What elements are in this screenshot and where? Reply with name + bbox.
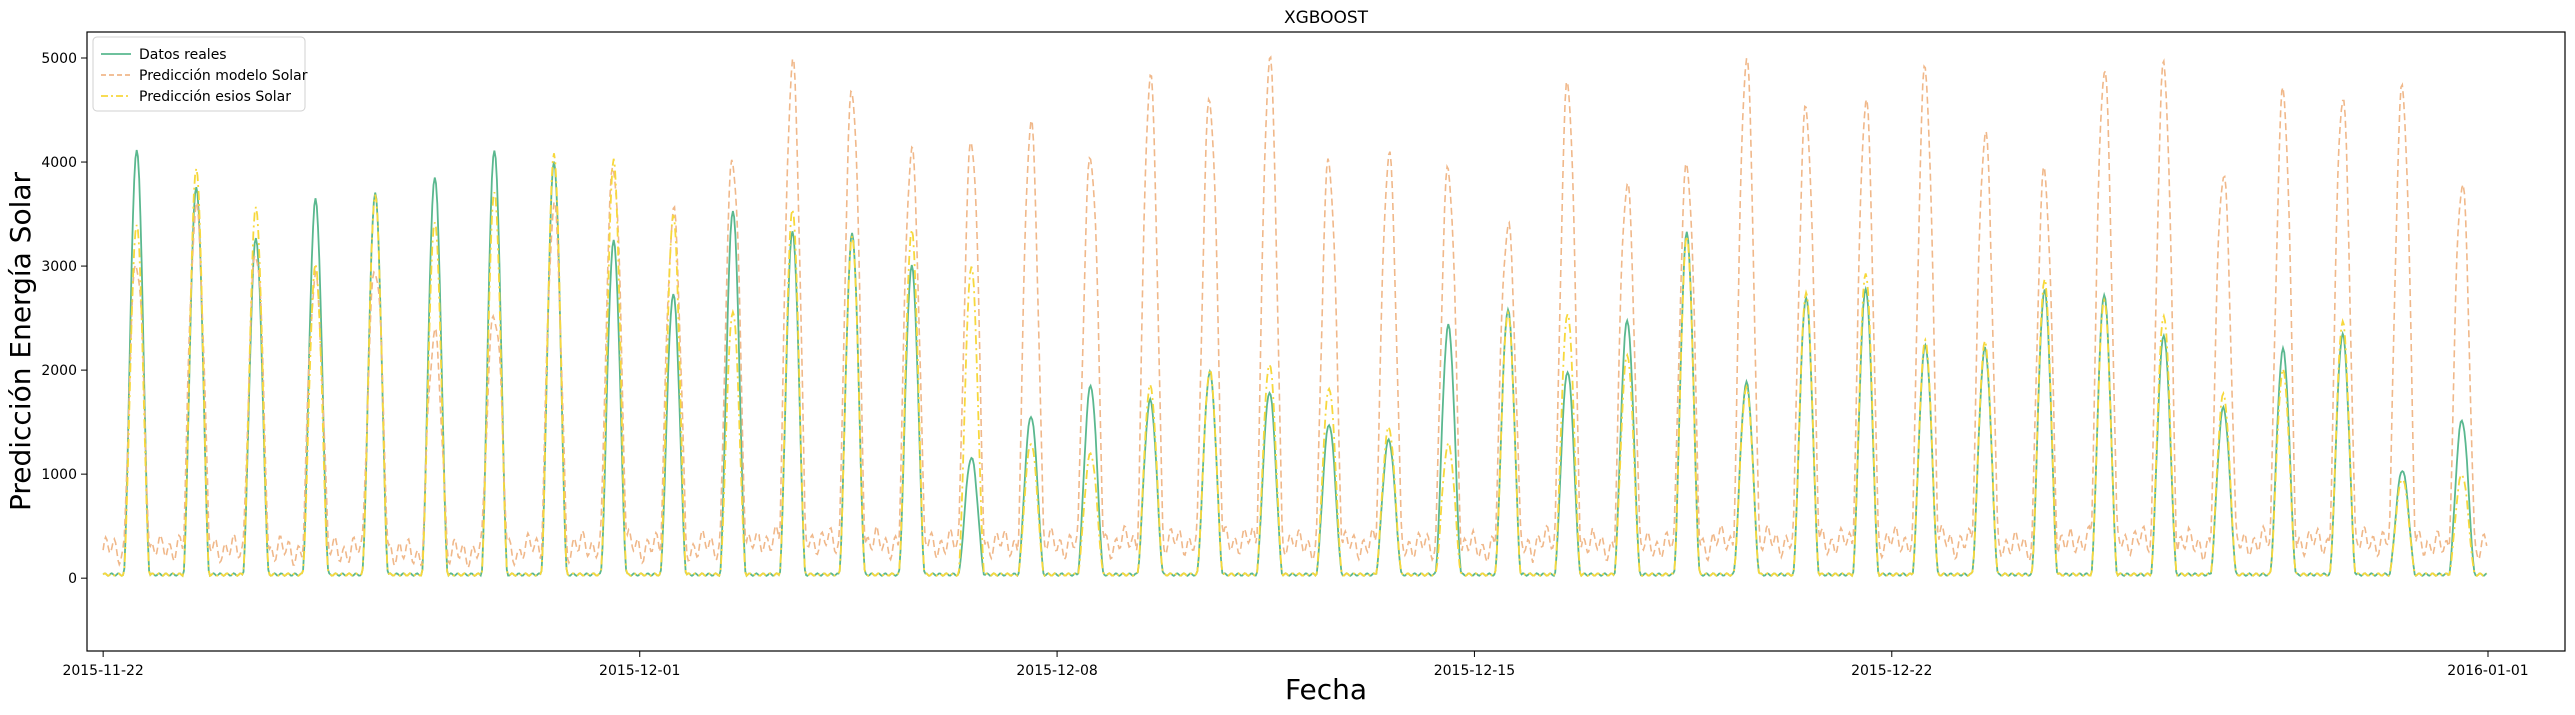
y-tick-label: 5000	[41, 51, 77, 67]
x-tick-label: 2015-11-22	[62, 663, 143, 679]
x-tick-label: 2015-12-01	[599, 663, 680, 679]
plot-frame	[86, 31, 2566, 652]
axes: 0 1000 2000 3000 4000 5000 2015-11-22 2015-12-0…	[41, 31, 2566, 679]
y-tick-label: 1000	[41, 467, 77, 483]
series-line-1	[102, 149, 2488, 578]
x-tick-label: 2015-12-22	[1851, 663, 1932, 679]
y-tick-label: 3000	[41, 259, 77, 275]
legend-label-1: Datos reales	[139, 47, 227, 63]
plot-area	[102, 55, 2488, 578]
legend-label-3: Predicción esios Solar	[139, 89, 291, 105]
legend-box	[92, 36, 306, 112]
legend-label-2: Predicción modelo Solar	[139, 68, 308, 84]
y-tick-label: 0	[68, 571, 77, 587]
x-tick-label: 2015-12-08	[1016, 663, 1097, 679]
x-axis-title: Fecha	[1285, 673, 1367, 706]
y-tick-label: 2000	[41, 363, 77, 379]
y-tick-label: 4000	[41, 155, 77, 171]
x-tick-label: 2016-01-01	[2447, 663, 2528, 679]
chart-title: XGBOOST	[1284, 8, 1369, 28]
y-axis-title: Predicción Energía Solar	[4, 171, 37, 511]
x-tick-label: 2015-12-15	[1434, 663, 1515, 679]
series-line-3	[102, 153, 2488, 578]
legend: Datos reales Predicción modelo Solar Predi…	[92, 36, 308, 112]
series-line-2	[102, 55, 2488, 570]
